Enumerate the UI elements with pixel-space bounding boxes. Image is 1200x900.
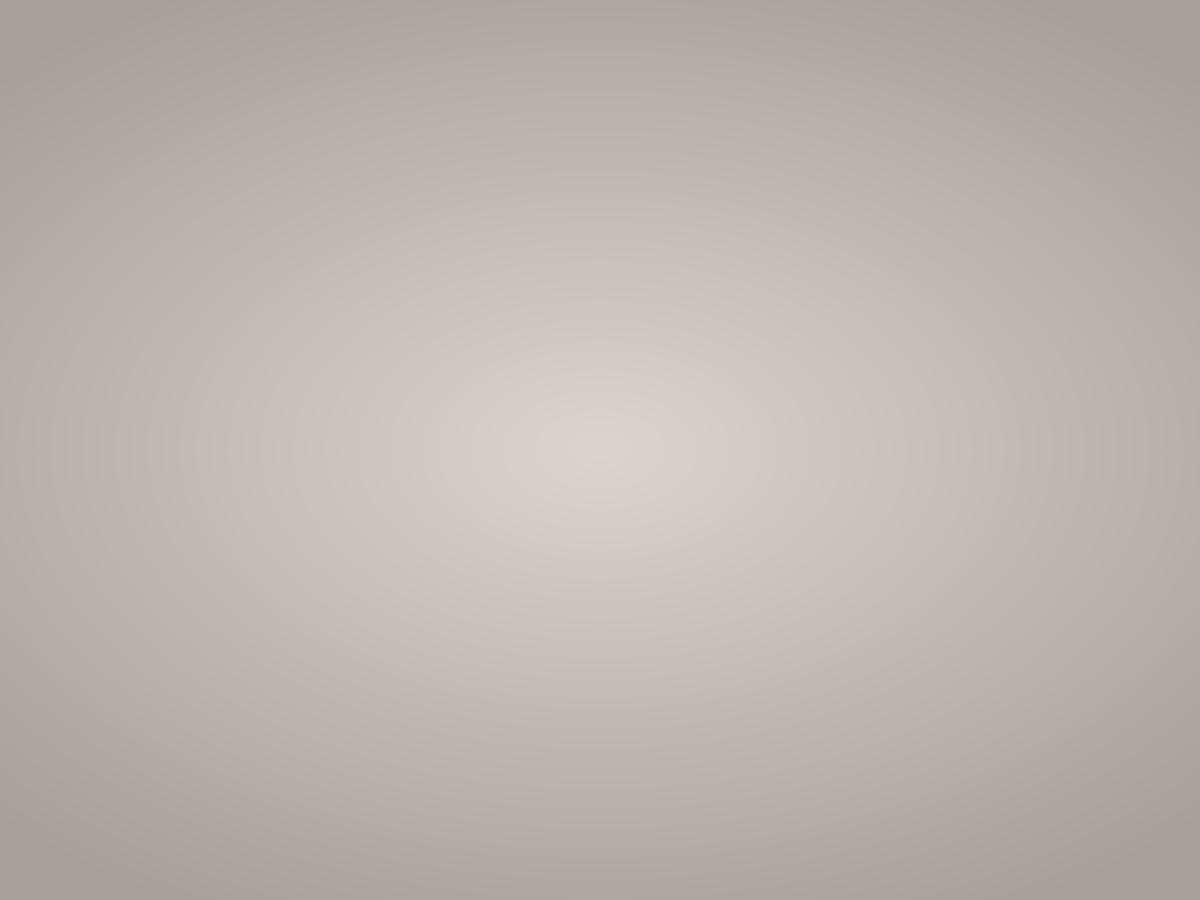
Bar [498,321,636,407]
Bar [882,497,1008,549]
Text: s+2: s+2 [545,378,589,399]
Text: 10: 10 [396,472,426,493]
Text: +: + [200,320,215,338]
Text: ▾: ▾ [990,516,997,530]
Bar [890,506,917,542]
Bar [342,321,456,407]
Text: 3: 3 [559,330,575,351]
Text: s+10: s+10 [382,520,440,541]
Text: −: − [203,398,217,416]
Text: R(s): R(s) [86,308,134,328]
Text: (Ctrl): (Ctrl) [926,516,965,530]
Text: Y(s): Y(s) [658,307,704,328]
Bar [342,464,480,549]
Text: +: + [256,332,268,347]
Text: K: K [390,351,408,377]
Text: Find the equivalent closed loop transfer function for the system: Find the equivalent closed loop transfer… [78,94,962,122]
Bar [902,511,920,538]
Text: E(s): E(s) [300,308,346,328]
